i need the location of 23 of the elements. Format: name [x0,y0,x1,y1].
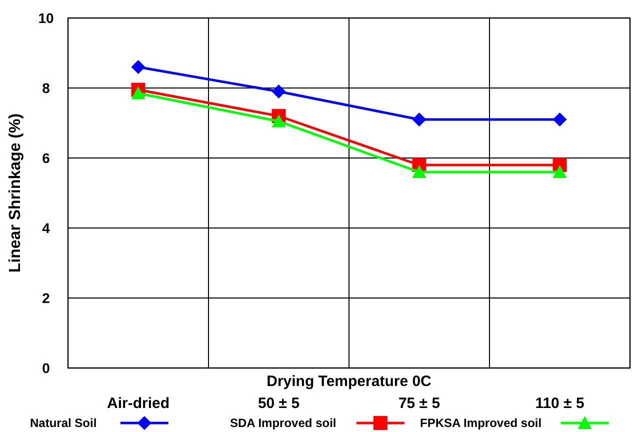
point [272,114,286,128]
point [131,60,146,74]
y-tick-label: 2 [42,290,50,306]
y-tick-label: 0 [42,360,50,376]
x-tick-label: 110 ± 5 [535,395,584,412]
y-tick-label: 10 [38,10,54,26]
point [552,112,567,126]
point [272,84,286,98]
point [552,165,567,178]
legend-label: FPKSA Improved soil [420,416,542,430]
y-axis-title: Linear Shrinkage (%) [7,113,24,273]
y-tick-label: 8 [42,80,50,96]
point [131,86,146,100]
y-tick-label: 6 [42,150,50,166]
legend-label: Natural Soil [30,416,97,430]
point [412,165,426,178]
legend-label: SDA Improved soil [230,416,336,430]
x-axis-title: Drying Temperature 0C [266,373,432,390]
point [412,112,426,126]
y-tick-label: 4 [42,220,50,236]
x-tick-label: Air-dried [106,395,170,412]
x-tick-label: 50 ± 5 [258,395,300,412]
x-tick-label: 75 ± 5 [398,395,440,412]
